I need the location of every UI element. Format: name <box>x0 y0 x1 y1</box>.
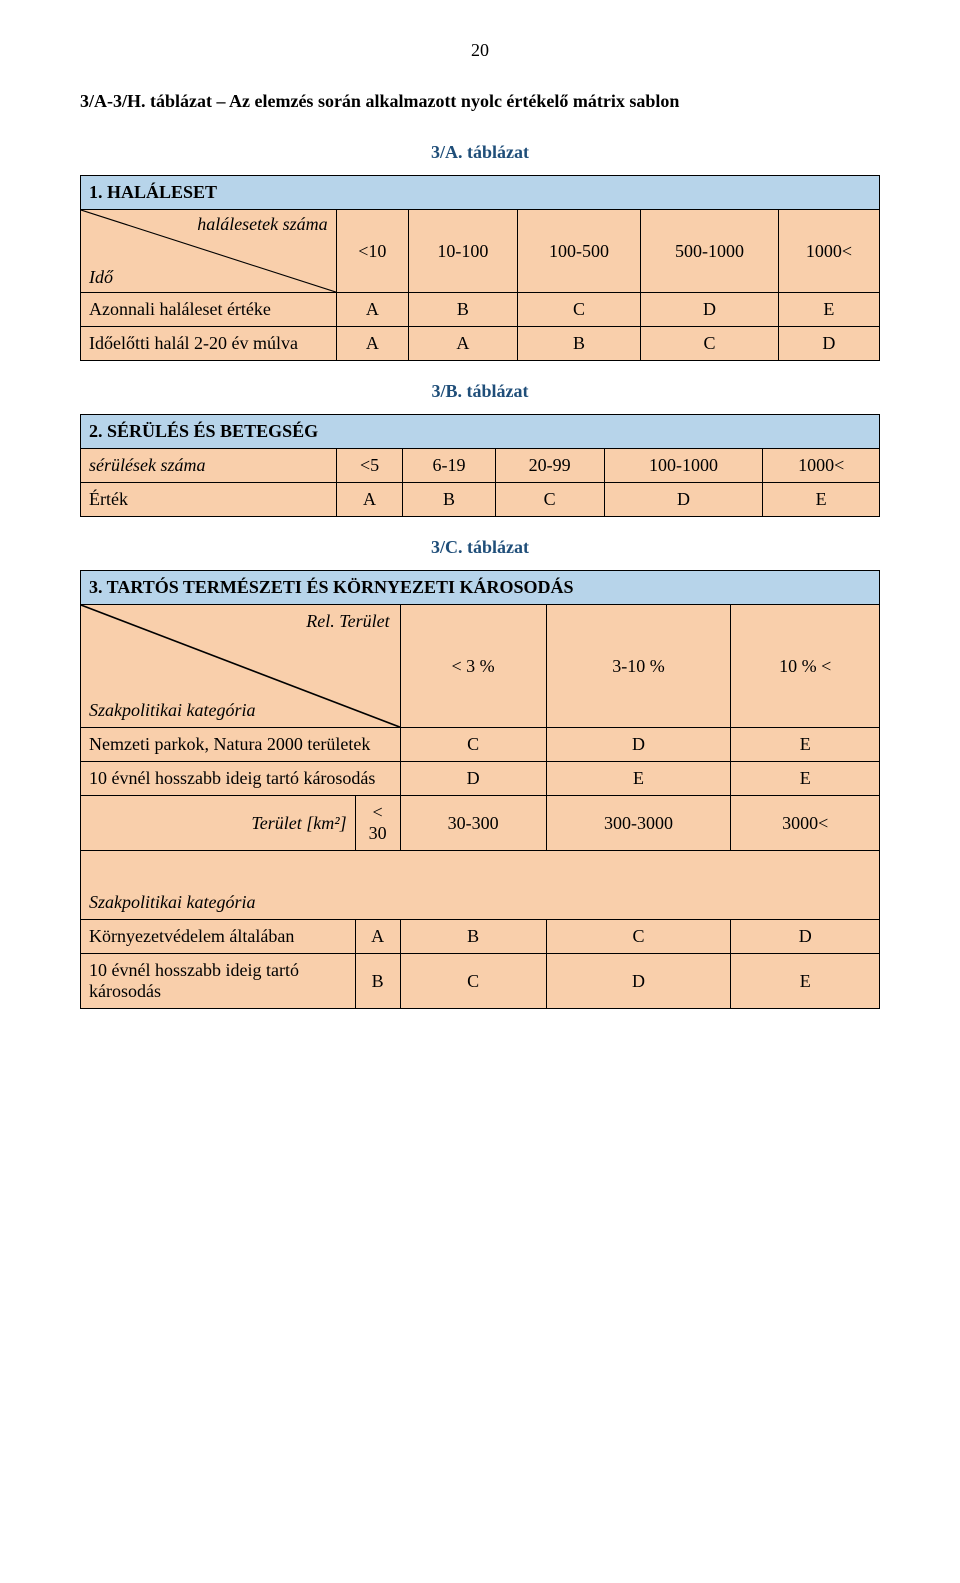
table-3-title: 3. TARTÓS TERMÉSZETI ÉS KÖRNYEZETI KÁROS… <box>81 571 880 605</box>
table-1-col-4: 1000< <box>778 210 879 293</box>
table-2-col-2: 20-99 <box>495 449 604 483</box>
table-cell: A <box>336 483 403 517</box>
caption-3c: 3/C. táblázat <box>80 537 880 558</box>
table-cell: D <box>731 920 880 954</box>
table-2-col-0: <5 <box>336 449 403 483</box>
table-3-p2-col-3: 3000< <box>731 796 880 851</box>
table-2: 2. SÉRÜLÉS ÉS BETEGSÉG sérülések száma <… <box>80 414 880 517</box>
table-1-col-3: 500-1000 <box>641 210 779 293</box>
table-3-p1-row0-label: Nemzeti parkok, Natura 2000 területek <box>81 728 401 762</box>
table-cell: A <box>408 327 517 361</box>
caption-3b: 3/B. táblázat <box>80 381 880 402</box>
table-cell: E <box>731 762 880 796</box>
table-1-col-1: 10-100 <box>408 210 517 293</box>
table-1-row0-label: Azonnali haláleset értéke <box>81 293 337 327</box>
table-cell: E <box>731 954 880 1009</box>
table-row: 10 évnél hosszabb ideig tartó károsodás … <box>81 762 880 796</box>
table-1-col-2: 100-500 <box>517 210 640 293</box>
table-3: 3. TARTÓS TERMÉSZETI ÉS KÖRNYEZETI KÁROS… <box>80 570 880 1009</box>
table-cell: A <box>336 327 408 361</box>
table-3-p2-col-0: < 30 <box>355 796 400 851</box>
table-3-p1-col-1: 3-10 % <box>546 605 731 728</box>
table-3-diag-top: Rel. Terület <box>306 611 389 632</box>
table-cell: C <box>400 728 546 762</box>
caption-3a: 3/A. táblázat <box>80 142 880 163</box>
table-1-diag-top: halálesetek száma <box>197 214 327 235</box>
table-row: Környezetvédelem általában A B C D <box>81 920 880 954</box>
table-3-area-label: Terület [km²] <box>81 796 356 851</box>
table-cell: D <box>604 483 763 517</box>
table-2-col-3: 100-1000 <box>604 449 763 483</box>
table-cell: A <box>355 920 400 954</box>
table-1-col-0: <10 <box>336 210 408 293</box>
table-3-p2-col-1: 30-300 <box>400 796 546 851</box>
table-cell: D <box>778 327 879 361</box>
table-cell: C <box>517 293 640 327</box>
table-row: Időelőtti halál 2-20 év múlva A A B C D <box>81 327 880 361</box>
table-cell: C <box>546 920 731 954</box>
table-2-row-header: sérülések száma <box>81 449 337 483</box>
table-2-col-1: 6-19 <box>403 449 495 483</box>
table-cell: D <box>400 762 546 796</box>
table-3-p2-row1-label: 10 évnél hosszabb ideig tartó károsodás <box>81 954 356 1009</box>
table-3-p1-col-2: 10 % < <box>731 605 880 728</box>
table-2-row0-label: Érték <box>81 483 337 517</box>
table-cell: B <box>408 293 517 327</box>
table-cell: E <box>546 762 731 796</box>
table-row: Érték A B C D E <box>81 483 880 517</box>
table-1-diag-cell: halálesetek száma Idő <box>81 210 337 293</box>
table-cell: C <box>641 327 779 361</box>
table-3-p2-col-2: 300-3000 <box>546 796 731 851</box>
table-2-col-4: 1000< <box>763 449 880 483</box>
table-3-p1-col-0: < 3 % <box>400 605 546 728</box>
table-row: Azonnali haláleset értéke A B C D E <box>81 293 880 327</box>
table-cell: E <box>763 483 880 517</box>
table-1-title: 1. HALÁLESET <box>81 176 880 210</box>
table-cell: B <box>403 483 495 517</box>
table-cell: C <box>495 483 604 517</box>
table-2-title: 2. SÉRÜLÉS ÉS BETEGSÉG <box>81 415 880 449</box>
table-cell: D <box>546 954 731 1009</box>
table-3-p2-row0-label: Környezetvédelem általában <box>81 920 356 954</box>
table-3-p1-row1-label: 10 évnél hosszabb ideig tartó károsodás <box>81 762 401 796</box>
table-cell: D <box>641 293 779 327</box>
table-row: 10 évnél hosszabb ideig tartó károsodás … <box>81 954 880 1009</box>
table-1: 1. HALÁLESET halálesetek száma Idő <10 1… <box>80 175 880 361</box>
table-cell: D <box>546 728 731 762</box>
table-1-diag-bottom: Idő <box>89 267 113 288</box>
table-cell: C <box>400 954 546 1009</box>
table-3-diag-bottom: Szakpolitikai kategória <box>89 700 255 721</box>
table-cell: A <box>336 293 408 327</box>
table-3-section-label: Szakpolitikai kategória <box>81 851 880 920</box>
table-cell: B <box>355 954 400 1009</box>
table-row: Nemzeti parkok, Natura 2000 területek C … <box>81 728 880 762</box>
table-cell: E <box>731 728 880 762</box>
table-3-diag-cell: Rel. Terület Szakpolitikai kategória <box>81 605 401 728</box>
table-cell: B <box>400 920 546 954</box>
table-cell: B <box>517 327 640 361</box>
table-cell: E <box>778 293 879 327</box>
document-title: 3/A-3/H. táblázat – Az elemzés során alk… <box>80 91 880 112</box>
table-1-row1-label: Időelőtti halál 2-20 év múlva <box>81 327 337 361</box>
page-number: 20 <box>80 40 880 61</box>
